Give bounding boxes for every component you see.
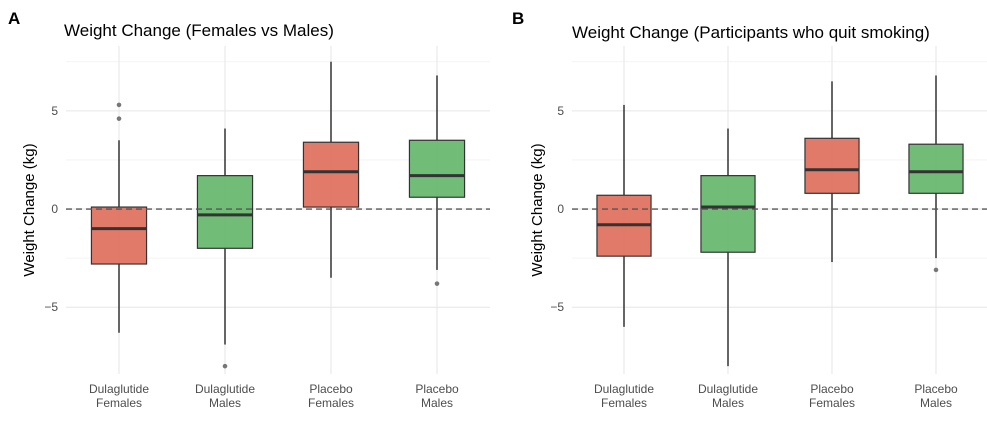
box-iqr — [908, 143, 964, 194]
outlier-point — [434, 281, 440, 286]
box-iqr — [700, 175, 756, 253]
chart-panel-a: −5 0 5 A Weight Change (Females vs Males) Wei… — [8, 9, 490, 410]
x-tick-label-line2: Females — [308, 396, 354, 410]
x-tick-label-line1: Placebo — [914, 382, 958, 396]
y-tick-label: 5 — [51, 104, 58, 118]
y-axis-label: Weight Change (kg) — [21, 143, 38, 276]
box-placebo-males — [408, 75, 466, 286]
panel-letter: A — [8, 9, 20, 28]
box-iqr — [302, 141, 360, 208]
outlier-point — [933, 267, 939, 273]
y-tick-label: −5 — [550, 300, 564, 314]
x-tick-label-line2: Females — [809, 396, 855, 410]
x-tick-label-line1: Dulaglutide — [594, 382, 654, 396]
x-tick-label-line2: Males — [209, 396, 241, 410]
x-tick-label-line1: Placebo — [415, 382, 459, 396]
x-tick-label-line1: Placebo — [810, 382, 854, 396]
box-iqr — [90, 206, 148, 265]
y-tick-label: 0 — [557, 202, 564, 216]
x-tick-label-line1: Dulaglutide — [698, 382, 758, 396]
panel-letter: B — [512, 9, 524, 28]
y-tick-label: 5 — [557, 104, 564, 118]
box-dulaglutide-males — [196, 128, 254, 369]
chart-title: Weight Change (Females vs Males) — [64, 21, 334, 40]
box-dulaglutide-females — [596, 104, 652, 327]
outlier-point — [116, 116, 122, 121]
outlier-point — [116, 102, 122, 108]
x-tick-label-line2: Females — [96, 396, 142, 410]
box-placebo-males — [908, 75, 964, 273]
x-tick-label-line2: Males — [421, 396, 453, 410]
x-tick-label-line2: Females — [601, 396, 647, 410]
y-axis-label: Weight Change (kg) — [529, 143, 546, 276]
box-iqr — [804, 137, 860, 194]
x-tick-label-line1: Placebo — [309, 382, 353, 396]
chart-panel-b: −5 0 5 B Weight Change (Participants who qui… — [512, 9, 987, 410]
x-tick-label-line2: Males — [712, 396, 744, 410]
outlier-point — [222, 363, 228, 369]
y-tick-label: 0 — [51, 202, 58, 216]
box-placebo-females — [302, 61, 360, 278]
x-tick-label-line2: Males — [920, 396, 952, 410]
chart-title: Weight Change (Participants who quit smo… — [572, 23, 930, 42]
box-dulaglutide-females — [90, 102, 148, 333]
x-tick-label-line1: Dulaglutide — [195, 382, 255, 396]
y-tick-label: −5 — [44, 300, 58, 314]
x-tick-label-line1: Dulaglutide — [89, 382, 149, 396]
box-iqr — [196, 175, 254, 249]
box-iqr — [408, 139, 466, 198]
box-placebo-females — [804, 81, 860, 263]
box-dulaglutide-males — [700, 128, 756, 367]
